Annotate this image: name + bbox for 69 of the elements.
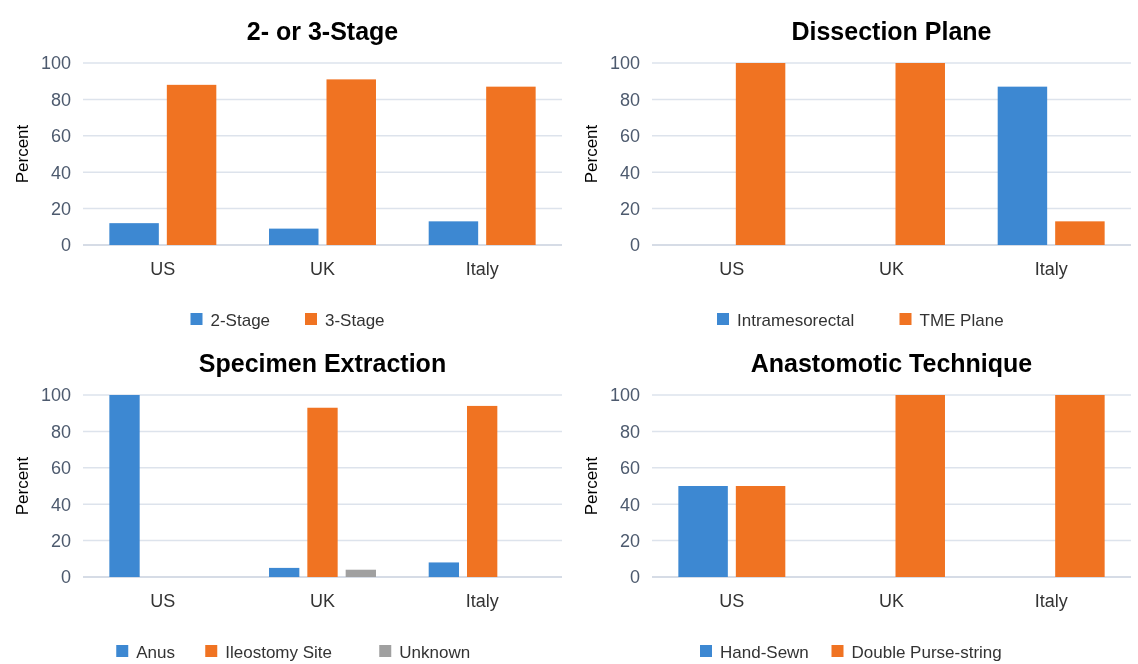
x-tick-label: Italy [1034, 259, 1068, 279]
y-tick-label: 0 [629, 567, 640, 588]
x-tick-label: UK [309, 591, 336, 611]
bar [345, 569, 376, 577]
chart-title: Dissection Plane [791, 17, 992, 45]
x-tick-label: UK [878, 259, 905, 279]
bar [109, 223, 159, 245]
bar [1055, 221, 1105, 245]
legend-label: 2-Stage [210, 310, 271, 330]
y-axis-title: Percent [582, 456, 601, 516]
legend-label: Ileostomy Site [225, 642, 333, 662]
legend-label: Unknown [399, 642, 471, 662]
y-tick-label: 100 [609, 53, 640, 74]
bar [326, 79, 376, 245]
legend-label: TME Plane [919, 310, 1004, 330]
y-tick-label: 80 [619, 421, 640, 442]
x-tick-label: UK [309, 259, 336, 279]
chart-title: Anastomotic Technique [750, 349, 1033, 377]
legend-label: Hand-Sewn [720, 642, 809, 662]
y-tick-label: 100 [40, 385, 71, 406]
x-tick-label: US [150, 591, 176, 611]
bar [428, 562, 460, 577]
x-tick-label: US [719, 259, 745, 279]
y-tick-label: 100 [609, 385, 640, 406]
y-tick-label: 20 [50, 198, 71, 219]
bar [895, 63, 945, 245]
y-tick-label: 60 [50, 458, 71, 479]
y-axis-title: Percent [13, 456, 32, 516]
y-tick-label: 60 [619, 126, 640, 147]
x-tick-label: Italy [465, 591, 499, 611]
y-tick-label: 40 [619, 494, 640, 515]
y-tick-label: 60 [619, 458, 640, 479]
y-tick-label: 20 [619, 198, 640, 219]
y-tick-label: 40 [50, 494, 71, 515]
legend-label: 3-Stage [325, 310, 385, 330]
bar [467, 405, 498, 577]
bar [166, 84, 217, 245]
legend-label: Double Purse-string [851, 642, 1002, 662]
legend-label: Anus [136, 642, 175, 662]
x-tick-label: US [719, 591, 745, 611]
y-tick-label: 60 [50, 126, 71, 147]
x-tick-label: UK [878, 591, 905, 611]
y-tick-label: 40 [50, 162, 71, 183]
y-tick-label: 20 [50, 530, 71, 551]
legend-label: Intramesorectal [737, 310, 855, 330]
y-tick-label: 80 [50, 421, 71, 442]
y-axis-title: Percent [582, 124, 601, 184]
y-tick-label: 100 [40, 53, 71, 74]
bar [428, 221, 479, 245]
y-tick-label: 0 [60, 235, 71, 256]
y-tick-label: 20 [619, 530, 640, 551]
bar [486, 86, 536, 245]
x-tick-label: US [150, 259, 176, 279]
y-tick-label: 80 [50, 89, 71, 110]
chart-title: 2- or 3-Stage [246, 17, 399, 45]
bar [269, 228, 319, 245]
x-tick-label: Italy [1034, 591, 1068, 611]
bar [307, 407, 338, 577]
bar [997, 86, 1048, 245]
y-axis-title: Percent [13, 124, 32, 184]
y-tick-label: 0 [60, 567, 71, 588]
y-tick-label: 40 [619, 162, 640, 183]
y-tick-label: 0 [629, 235, 640, 256]
x-tick-label: Italy [465, 259, 499, 279]
bar [735, 63, 786, 245]
bar [269, 567, 300, 577]
chart-title: Specimen Extraction [198, 349, 447, 377]
bar [109, 395, 140, 577]
y-tick-label: 80 [619, 89, 640, 110]
